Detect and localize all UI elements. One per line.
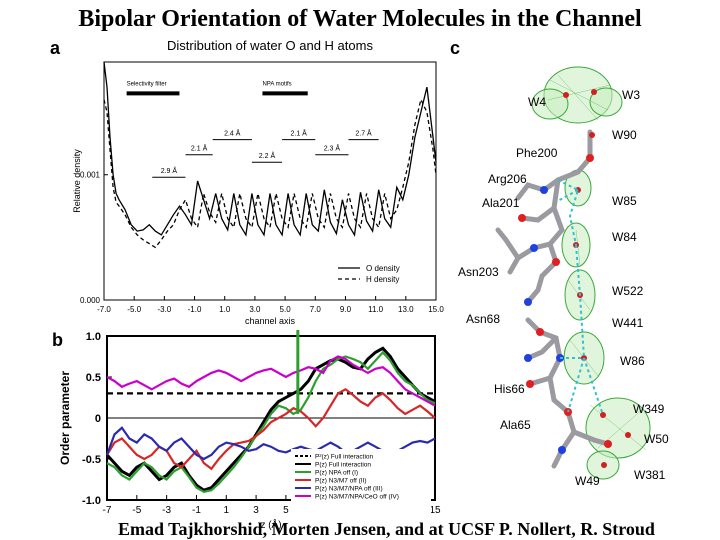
- structure-label-w522: W522: [612, 284, 644, 298]
- slide-title: Bipolar Orientation of Water Molecules i…: [78, 6, 642, 32]
- x-tick-label: 1.0: [219, 305, 231, 314]
- y-tick-label: -0.5: [82, 454, 101, 466]
- structure-label-arg206: Arg206: [488, 172, 527, 186]
- y-tick-label: -1.0: [82, 495, 101, 507]
- structure-label-asn68: Asn68: [466, 312, 501, 326]
- chart-a-frame: [103, 61, 437, 301]
- panel-a-label: a: [50, 38, 61, 58]
- structure-label-w3: W3: [622, 88, 640, 102]
- structure-label-w84: W84: [612, 230, 637, 244]
- legend-label: P²(z) Full interaction: [315, 454, 374, 461]
- structure-label-phe200: Phe200: [516, 146, 558, 160]
- x-tick-label: 7.0: [310, 305, 322, 314]
- x-tick-label: 5.0: [280, 305, 292, 314]
- molecular-structure-image: [495, 66, 651, 480]
- legend-label: P(z) NPA off (I): [315, 470, 358, 477]
- order-parameter-chart: -7-5-3-1135791113151.00.50-0.5-1.0z (Å)O…: [58, 330, 441, 531]
- structure-label-w86: W86: [620, 354, 645, 368]
- legend-label: H density: [366, 275, 399, 284]
- structure-label-w85: W85: [612, 194, 637, 208]
- density-chart: Distribution of water O and H atoms -7.0 -…: [72, 38, 444, 326]
- structure-label-w49: W49: [575, 474, 600, 488]
- panel-b-label: b: [52, 330, 63, 350]
- structure-label-w441: W441: [612, 316, 644, 330]
- legend-label: P(z) N3/M7 off (II): [315, 478, 367, 485]
- structure-label-ala201: Ala201: [482, 196, 520, 210]
- x-tick-label: 9.0: [340, 305, 352, 314]
- structure-label-w349: W349: [633, 402, 665, 416]
- annotation-label: 2.4 Å: [224, 129, 241, 138]
- author-credits: Emad Tajkhorshid, Morten Jensen, and at …: [118, 519, 655, 539]
- series-o-density-line: [103, 61, 437, 237]
- x-tick-label: -3.0: [157, 305, 171, 314]
- hydrogen-bonds: [555, 179, 604, 416]
- x-tick-label: 3.0: [249, 305, 261, 314]
- panel-c-label: c: [450, 38, 461, 58]
- legend-label: P(z) N3/M7/NPA/CeO off (IV): [315, 494, 399, 501]
- structure-label-w4: W4: [528, 95, 546, 109]
- structure-label-w90: W90: [612, 128, 637, 142]
- structure-label-w50: W50: [644, 432, 669, 446]
- legend-label: P(z) Full interaction: [315, 462, 371, 469]
- y-tick-label: 0: [95, 413, 101, 425]
- y-tick-label: 0.5: [86, 372, 101, 384]
- x-tick-label: 13.0: [398, 305, 414, 314]
- y-tick-label: 0.000: [80, 296, 101, 305]
- x-tick-label: -5: [132, 505, 141, 516]
- x-tick-label: -7: [103, 505, 112, 516]
- legend-box: [291, 449, 431, 521]
- heteroatoms: [518, 154, 612, 454]
- annotation-label: Selectivity filter: [127, 81, 167, 87]
- structure-label-w381: W381: [634, 468, 666, 482]
- y-tick-label: 1.0: [86, 331, 101, 343]
- y-axis-label: Relative density: [72, 149, 82, 213]
- y-tick-label: 0.001: [80, 171, 101, 180]
- annotation-label: 2.3 Å: [324, 144, 341, 153]
- structure-label-ala65: Ala65: [500, 418, 531, 432]
- x-axis-label: z (Å): [260, 518, 281, 531]
- annotation-label: 2.1 Å: [290, 129, 307, 138]
- series-h-density-line: [103, 97, 437, 249]
- legend-label: O density: [366, 264, 400, 273]
- series-p-n3m7npaceo-off-line: [106, 355, 436, 407]
- annotation-label: 2.1 Å: [191, 144, 208, 153]
- x-tick-label: -7.0: [97, 305, 111, 314]
- x-axis-label: channel axis: [245, 316, 296, 326]
- chart-a-title: Distribution of water O and H atoms: [167, 38, 373, 53]
- x-tick-label: 15.0: [428, 305, 444, 314]
- x-tick-label: 1: [223, 505, 229, 516]
- series-p-full-line: [105, 346, 436, 492]
- x-tick-label: -5.0: [127, 305, 141, 314]
- y-axis-label: Order parameter: [58, 371, 72, 465]
- x-tick-label: -3: [162, 505, 171, 516]
- x-tick-label: 15: [429, 505, 441, 516]
- x-tick-label: 3: [253, 505, 259, 516]
- x-tick-label: 11.0: [368, 305, 384, 314]
- annotation-label: 2.9 Å: [161, 166, 178, 175]
- x-tick-label: 5: [283, 505, 289, 516]
- legend-label: P(z) N3/M7/NPA off (III): [315, 486, 383, 493]
- x-tick-label: -1.0: [188, 305, 202, 314]
- series-p-npa-off-line: [106, 350, 436, 493]
- structure-label-asn203: Asn203: [458, 265, 499, 279]
- x-tick-label: -1: [192, 505, 201, 516]
- annotation-label: 2.2 Å: [259, 151, 276, 160]
- structure-label-his66: His66: [494, 382, 525, 396]
- annotation-label: 2.7 Å: [355, 129, 372, 138]
- annotation-label: NPA motifs: [262, 81, 291, 87]
